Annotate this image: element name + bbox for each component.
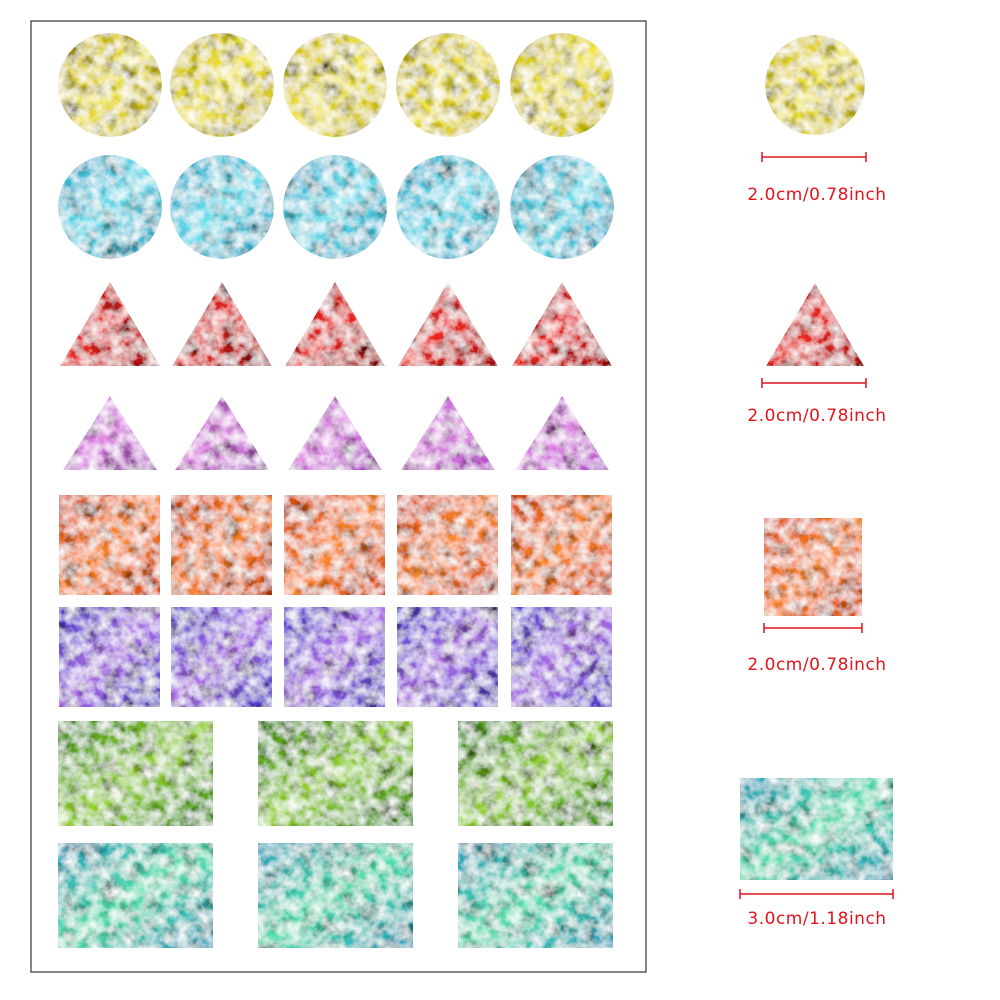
measure-line — [763, 623, 863, 633]
size-label: 2.0cm/0.78inch — [747, 406, 886, 426]
measure-line — [761, 378, 867, 388]
sticker-triangle — [285, 282, 385, 366]
sticker-triangle — [172, 282, 272, 366]
sticker-rect — [511, 607, 612, 707]
sticker-triangle — [515, 396, 609, 470]
sticker-rect — [397, 495, 498, 595]
sticker-circle — [510, 155, 614, 259]
sticker-triangle — [288, 396, 382, 470]
sticker-circle — [283, 155, 387, 259]
sticker-rect — [258, 843, 413, 948]
sticker-triangle — [398, 282, 498, 366]
sticker-rect — [284, 607, 385, 707]
sticker-circle — [58, 33, 162, 137]
measure-line — [739, 889, 894, 899]
sticker-rect — [458, 843, 613, 948]
sticker-circle — [396, 155, 500, 259]
sticker-circle — [58, 155, 162, 259]
sticker-rect — [511, 495, 612, 595]
sticker-circle — [170, 33, 274, 137]
stickers — [58, 33, 893, 948]
sticker-circle — [283, 33, 387, 137]
sticker-rect — [764, 518, 862, 616]
sticker-rect — [284, 495, 385, 595]
sticker-rect — [58, 843, 213, 948]
sticker-rect — [171, 607, 272, 707]
sticker-circle — [396, 33, 500, 137]
measure-line — [761, 152, 867, 162]
size-label: 3.0cm/1.18inch — [747, 909, 886, 929]
sticker-rect — [258, 721, 413, 826]
sticker-rect — [458, 721, 613, 826]
sticker-circle — [765, 35, 865, 135]
size-guides — [739, 152, 894, 899]
sticker-circle — [170, 155, 274, 259]
sticker-triangle — [766, 283, 864, 366]
sticker-triangle — [401, 396, 495, 470]
sticker-triangle — [175, 396, 269, 470]
sticker-circle — [510, 33, 614, 137]
sticker-rect — [397, 607, 498, 707]
size-label: 2.0cm/0.78inch — [747, 185, 886, 205]
sticker-rect — [171, 495, 272, 595]
sticker-rect — [59, 495, 160, 595]
size-label: 2.0cm/0.78inch — [747, 655, 886, 675]
sticker-rect — [58, 721, 213, 826]
sticker-rect — [59, 607, 160, 707]
sticker-triangle — [60, 282, 160, 366]
sticker-triangle — [512, 282, 612, 366]
sticker-triangle — [63, 396, 157, 470]
sticker-rect — [740, 778, 893, 880]
